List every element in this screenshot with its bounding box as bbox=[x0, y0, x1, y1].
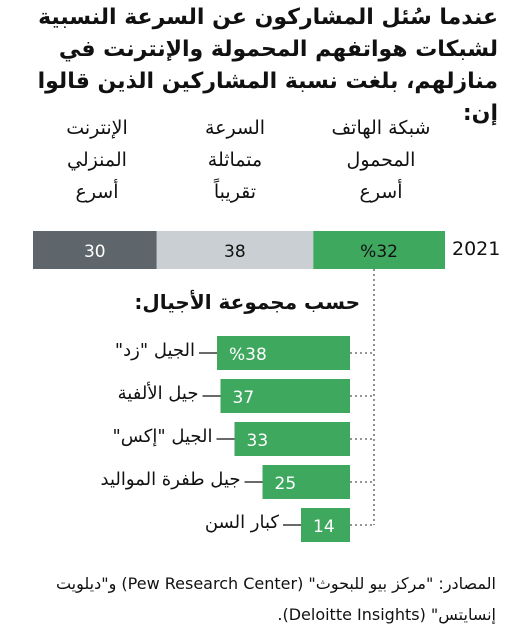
bar-value-label-millennials: 37 bbox=[233, 388, 255, 408]
category-label-home-faster: الإنترنت المنزلي أسرع bbox=[66, 117, 128, 203]
bar-value-label-seniors: 14 bbox=[313, 517, 335, 537]
category-label-same-speed: السرعة متماثلة تقريباً bbox=[204, 117, 266, 203]
chart-svg: %32 38 30 %38 37 33 25 14 bbox=[33, 231, 445, 542]
year-label: 2021 bbox=[452, 238, 501, 260]
category-label-mobile-faster: شبكة الهاتف المحمول أسرع bbox=[331, 117, 431, 203]
stacked-segment-same-speed bbox=[156, 231, 314, 269]
stacked-segment-home-faster bbox=[33, 231, 157, 269]
bar-seniors bbox=[301, 508, 350, 542]
stacked-value-label-mobile-faster: %32 bbox=[360, 242, 398, 262]
bar-gen-z bbox=[217, 336, 350, 370]
stacked-value-label-same-speed: 38 bbox=[224, 242, 246, 262]
generation-label-millennials: جيل الألفية bbox=[117, 383, 199, 404]
bar-value-label-gen-x: 33 bbox=[247, 431, 269, 451]
generation-label-boomers: جيل طفرة المواليد bbox=[100, 469, 241, 490]
bar-boomers bbox=[262, 465, 350, 499]
stacked-value-label-home-faster: 30 bbox=[84, 242, 106, 262]
bar-value-label-gen-z: %38 bbox=[229, 345, 267, 365]
stacked-segment-mobile-faster bbox=[313, 231, 445, 269]
bar-value-label-boomers: 25 bbox=[275, 474, 297, 494]
generation-label-seniors: كبار السن bbox=[204, 512, 279, 533]
bar-gen-x bbox=[234, 422, 350, 456]
generation-label-gen-x: الجيل "إكس" bbox=[112, 426, 213, 447]
bar-millennials bbox=[220, 379, 350, 413]
chart-title: عندما سُئل المشاركون عن السرعة النسبية ل… bbox=[37, 5, 498, 126]
source-note: المصادر: "مركز بيو للبحوث" (Pew Research… bbox=[55, 574, 496, 624]
generation-subtitle: حسب مجموعة الأجيال: bbox=[134, 290, 360, 314]
generation-label-gen-z: الجيل "زد" bbox=[114, 340, 195, 361]
